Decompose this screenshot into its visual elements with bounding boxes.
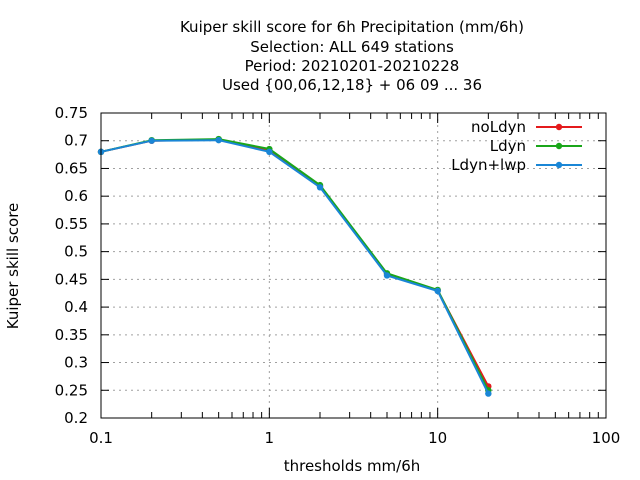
data-point-Ldyn+lwp: [215, 136, 222, 144]
title-line-2: Selection: ALL 649 stations: [250, 38, 454, 56]
y-tick-label: 0.2: [64, 409, 88, 427]
y-tick-label: 0.4: [64, 298, 88, 316]
series-line-noLdyn: [100, 138, 490, 387]
legend-marker-Ldyn+lwp: [555, 161, 563, 169]
y-axis-label: Kuiper skill score: [4, 203, 22, 330]
x-tick-label: 1: [265, 429, 275, 447]
x-tick-label: 0.1: [89, 429, 113, 447]
series-line-Ldyn: [100, 138, 490, 391]
data-point-Ldyn+lwp: [383, 272, 391, 279]
series-layer: [97, 135, 492, 397]
series-line-Ldyn+lwp: [100, 139, 490, 395]
x-tick-label: 100: [592, 429, 621, 447]
data-point-Ldyn+lwp: [148, 137, 155, 144]
y-tick-label: 0.5: [64, 243, 88, 261]
y-tick-label: 0.6: [64, 187, 88, 205]
legend-label: Ldyn: [490, 137, 526, 155]
legend-label: Ldyn+lwp: [451, 156, 526, 174]
title-line-1: Kuiper skill score for 6h Precipitation …: [180, 18, 524, 36]
plot-frame: [100, 112, 607, 419]
title-line-3: Period: 20210201-20210228: [245, 57, 460, 75]
y-tick-label: 0.3: [64, 354, 88, 372]
y-tick-label: 0.25: [55, 381, 88, 399]
title-line-4: Used {00,06,12,18} + 06 09 ... 36: [222, 76, 482, 94]
y-tick-label: 0.45: [55, 270, 88, 288]
y-tick-labels: 0.2 0.25 0.3 0.35 0.4 0.45 0.5 0.55 0.6 0.65 0.7 0.…: [55, 104, 88, 427]
y-tick-label: 0.7: [64, 132, 88, 150]
x-axis-label: thresholds mm/6h: [284, 457, 421, 475]
data-point-Ldyn+lwp: [316, 184, 324, 191]
x-tick-label: 10: [428, 429, 447, 447]
data-point-Ldyn+lwp: [266, 148, 273, 156]
data-point-Ldyn+lwp: [485, 390, 492, 397]
y-tick-label: 0.35: [55, 326, 88, 344]
y-tick-label: 0.75: [55, 104, 88, 122]
y-tick-label: 0.65: [55, 159, 88, 177]
data-point-Ldyn+lwp: [434, 287, 441, 295]
x-tick-labels: 0.1 1 10 100: [89, 429, 620, 447]
legend-marker-noLdyn: [555, 123, 563, 131]
chart-title: Kuiper skill score for 6h Precipitation …: [180, 18, 524, 94]
y-tick-label: 0.55: [55, 215, 88, 233]
grid-lines: [100, 112, 607, 419]
legend-label: noLdyn: [471, 118, 526, 136]
legend-marker-Ldyn: [555, 142, 563, 150]
axis-ticks: [100, 112, 607, 419]
